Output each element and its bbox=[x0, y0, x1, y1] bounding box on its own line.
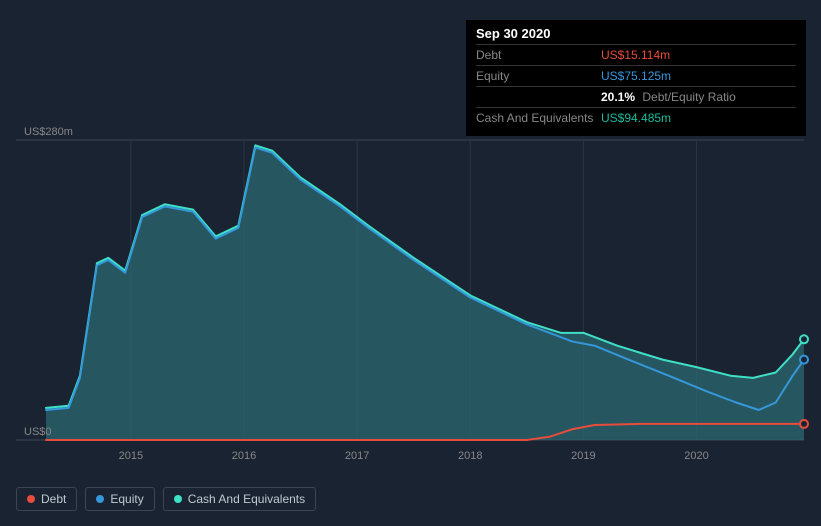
tooltip-row: 20.1% Debt/Equity Ratio bbox=[476, 86, 796, 107]
legend-dot-icon bbox=[96, 495, 104, 503]
tooltip-row: EquityUS$75.125m bbox=[476, 65, 796, 86]
legend-label: Debt bbox=[41, 492, 66, 506]
legend-item[interactable]: Equity bbox=[85, 487, 154, 511]
tooltip-value: US$15.114m bbox=[601, 47, 670, 63]
legend-item[interactable]: Cash And Equivalents bbox=[163, 487, 316, 511]
financial-chart: Sep 30 2020 DebtUS$15.114mEquityUS$75.12… bbox=[0, 0, 821, 526]
x-axis-label: 2015 bbox=[119, 450, 143, 462]
tooltip-row: DebtUS$15.114m bbox=[476, 44, 796, 65]
tooltip-label: Equity bbox=[476, 68, 601, 84]
legend-dot-icon bbox=[174, 495, 182, 503]
tooltip-row: Cash And EquivalentsUS$94.485m bbox=[476, 107, 796, 128]
x-axis-label: 2018 bbox=[458, 450, 482, 462]
legend-item[interactable]: Debt bbox=[16, 487, 77, 511]
legend-label: Equity bbox=[110, 492, 143, 506]
tooltip-label: Cash And Equivalents bbox=[476, 110, 601, 126]
tooltip-value: US$94.485m bbox=[601, 110, 671, 126]
y-axis-label: US$280m bbox=[24, 126, 73, 138]
tooltip-value: 20.1% Debt/Equity Ratio bbox=[601, 89, 736, 105]
tooltip-label bbox=[476, 89, 601, 105]
tooltip-label: Debt bbox=[476, 47, 601, 63]
legend-label: Cash And Equivalents bbox=[188, 492, 305, 506]
x-axis-label: 2016 bbox=[232, 450, 256, 462]
tooltip-value: US$75.125m bbox=[601, 68, 671, 84]
chart-tooltip: Sep 30 2020 DebtUS$15.114mEquityUS$75.12… bbox=[466, 20, 806, 136]
y-axis-label: US$0 bbox=[24, 426, 52, 438]
x-axis-label: 2017 bbox=[345, 450, 369, 462]
legend-dot-icon bbox=[27, 495, 35, 503]
x-axis-label: 2020 bbox=[684, 450, 708, 462]
chart-legend: Debt Equity Cash And Equivalents bbox=[16, 487, 316, 511]
x-axis-label: 2019 bbox=[571, 450, 595, 462]
tooltip-date: Sep 30 2020 bbox=[476, 26, 796, 44]
